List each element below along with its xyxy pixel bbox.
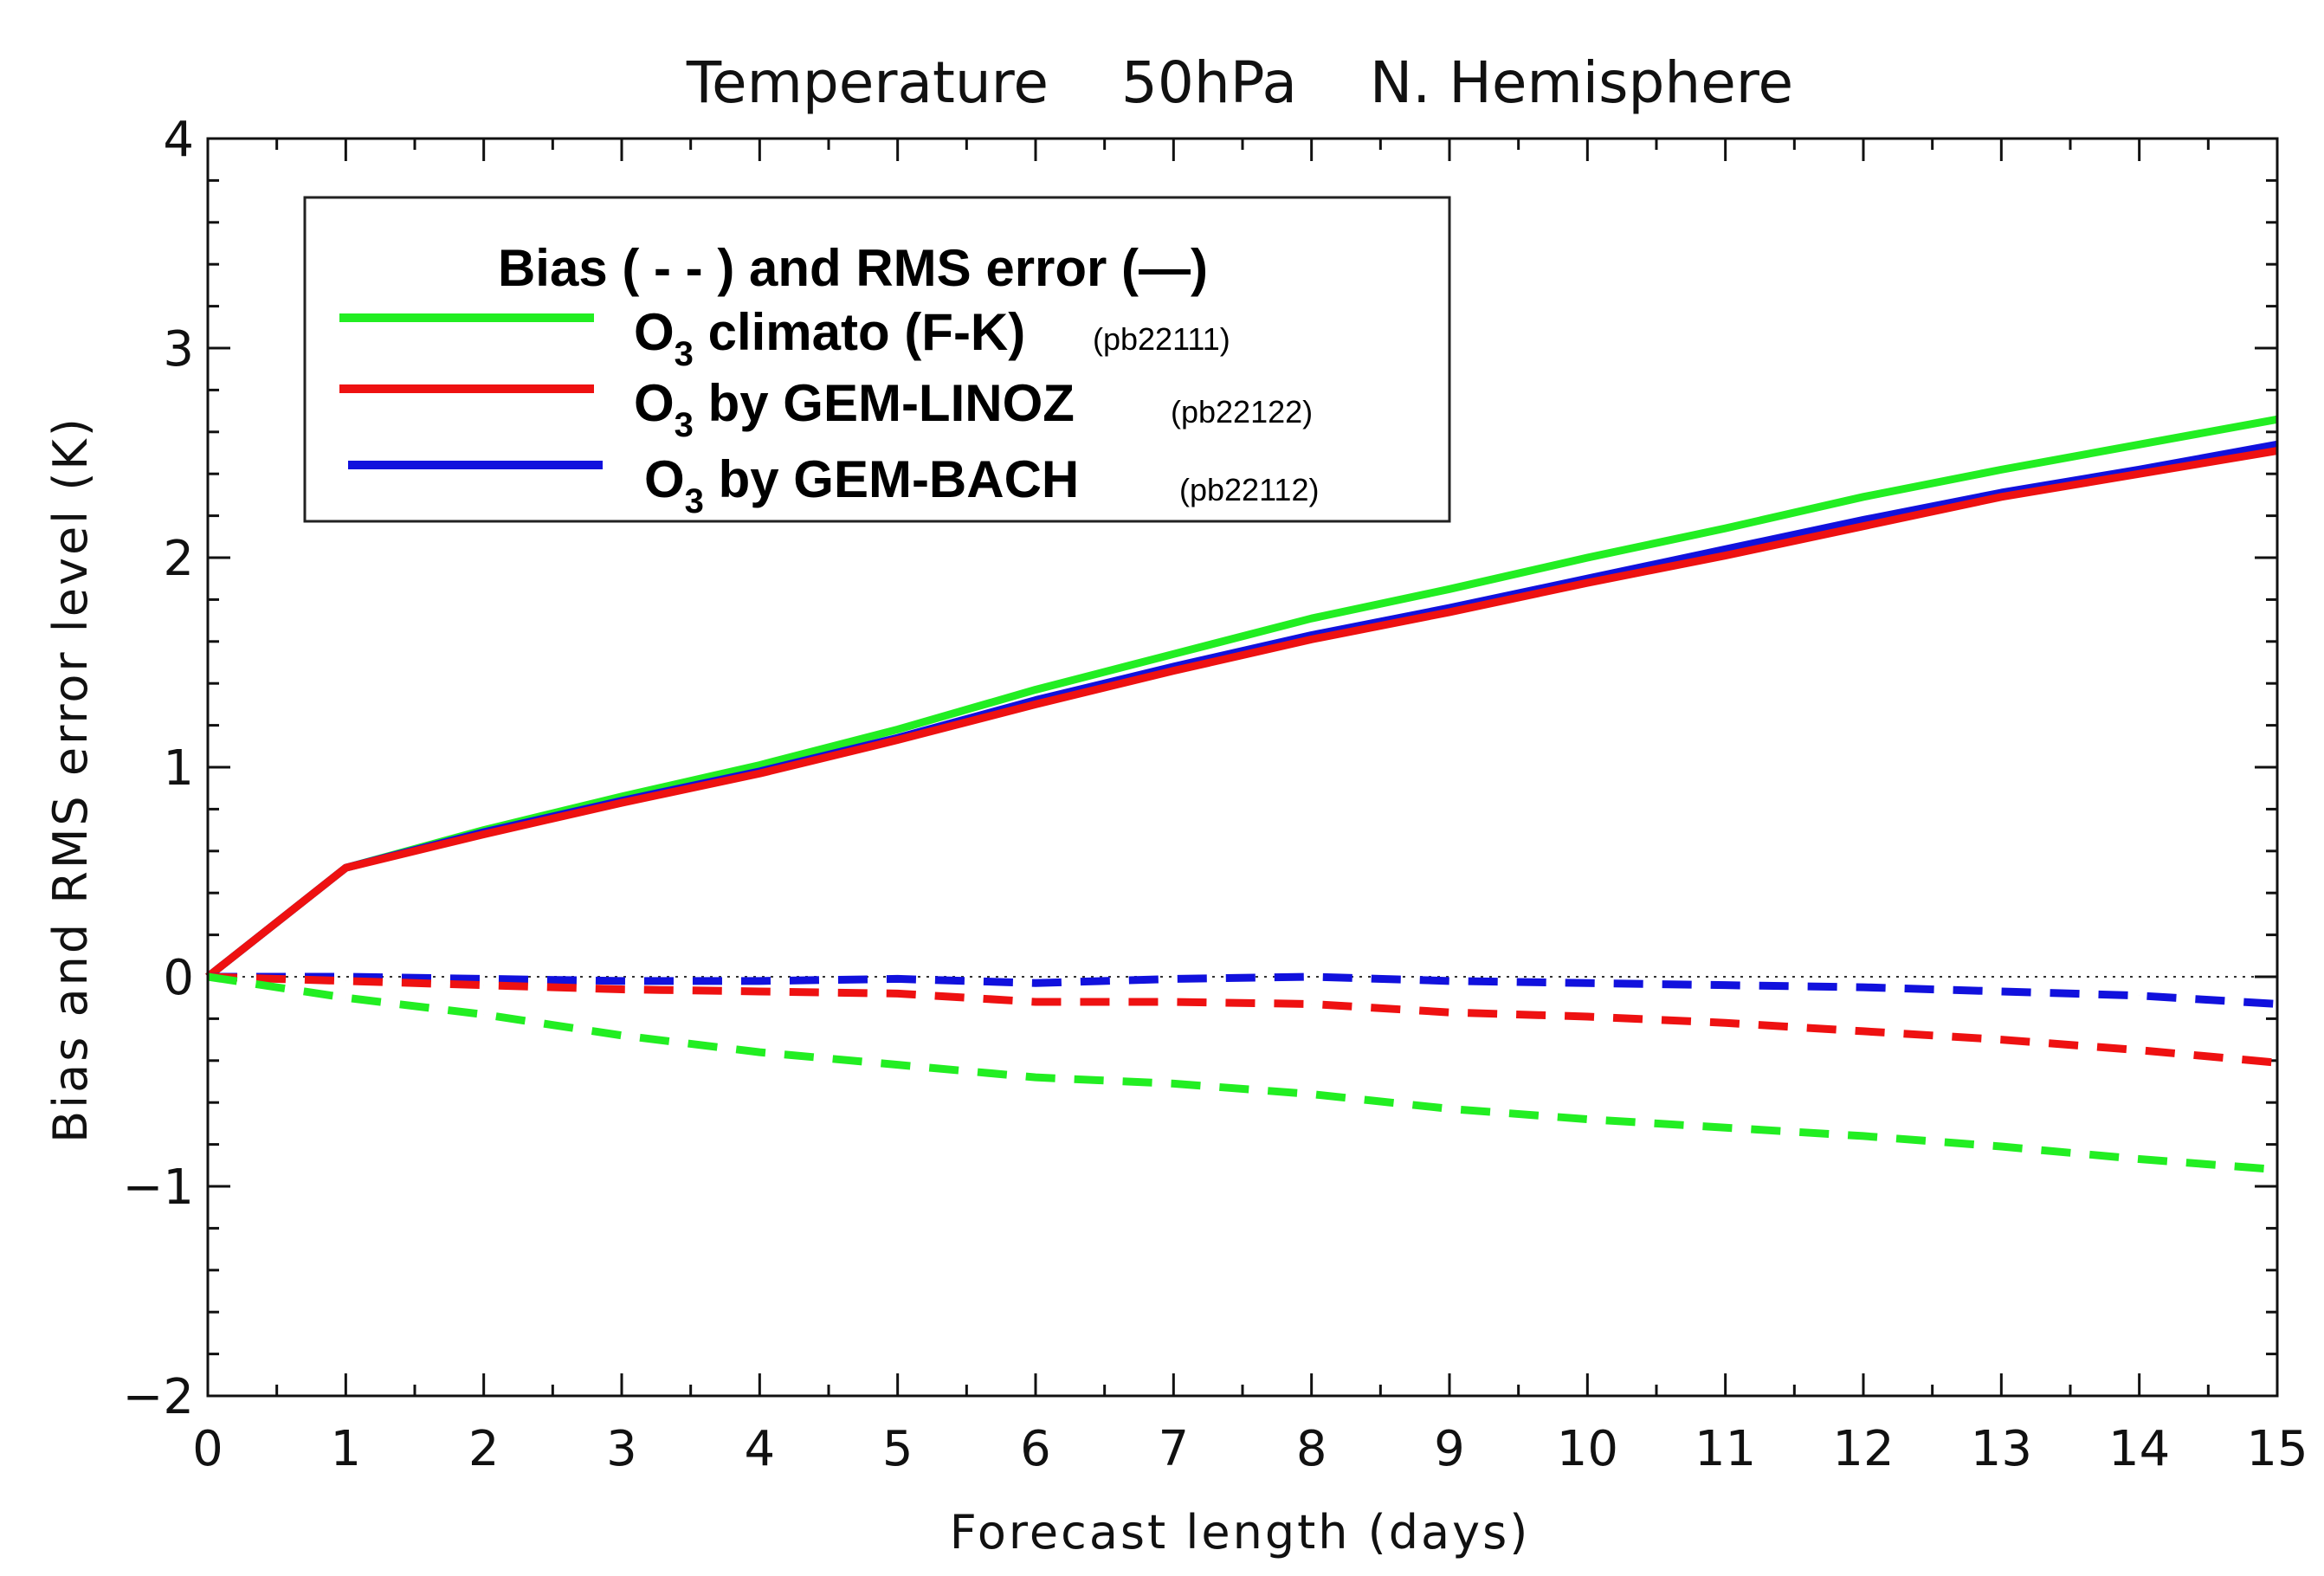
legend-entry-subscript: 3 (675, 335, 694, 373)
legend-entry-code-bach: (pb22112) (1179, 472, 1319, 507)
legend-title: Bias ( - - ) and RMS error (—) (498, 239, 1208, 297)
y-tick-label: 4 (163, 112, 194, 168)
x-tick-label: 2 (468, 1421, 500, 1477)
legend-entry-label: by GEM-BACH (704, 450, 1079, 508)
legend-entry-subscript: 3 (675, 406, 694, 444)
x-tick-label: 4 (745, 1421, 776, 1477)
y-tick-label: 2 (163, 531, 194, 587)
x-tick-label: 11 (1695, 1421, 1756, 1477)
legend-entry-bach: O3 by GEM-BACH (644, 450, 1079, 520)
plot-frame (206, 137, 2279, 1398)
series-line-4 (207, 972, 2278, 1067)
x-tick-label: 13 (1971, 1421, 2032, 1477)
x-tick-labels: 0 1 2 3 4 5 6 7 8 9 10 11 12 13 14 15 (192, 1421, 2308, 1477)
x-axis-label: Forecast length (days) (950, 1505, 1531, 1560)
legend-entry-code-climato: (pb22111) (1093, 321, 1230, 357)
legend-entry-climato: O3 climato (F-K) (634, 303, 1025, 373)
series-line-3 (208, 972, 2278, 1008)
y-tick-label: 0 (163, 950, 194, 1006)
y-tick-label: 1 (163, 740, 194, 797)
y-tick-labels: −2 −1 0 1 2 3 4 (122, 112, 194, 1425)
y-axis-label: Bias and RMS error level (K) (43, 416, 98, 1143)
legend-entry-label: by GEM-LINOZ (694, 374, 1075, 432)
x-tick-label: 5 (882, 1421, 913, 1477)
x-tick-label: 8 (1296, 1421, 1327, 1477)
legend-entry-label: climato (F-K) (694, 303, 1025, 361)
legend-entry-code-linoz: (pb22122) (1171, 394, 1313, 430)
x-tick-label: 6 (1020, 1421, 1051, 1477)
x-tick-label: 0 (192, 1421, 223, 1477)
series-layer (205, 415, 2278, 1174)
chart-title: Temperature 50hPa N. Hemisphere (686, 49, 1793, 116)
legend-entry-prefix: O (634, 374, 675, 432)
y-tick-label: 3 (163, 321, 194, 378)
y-tick-label: −2 (122, 1369, 194, 1425)
x-tick-label: 12 (1832, 1421, 1894, 1477)
legend-entry-prefix: O (634, 303, 675, 361)
series-line-5 (207, 972, 2278, 1174)
series-line-1 (205, 440, 2278, 980)
legend-entry-prefix: O (644, 450, 685, 508)
x-tick-label: 15 (2246, 1421, 2308, 1477)
x-tick-label: 7 (1159, 1421, 1190, 1477)
series-line-2 (205, 447, 2278, 980)
x-tick-label: 3 (606, 1421, 637, 1477)
x-tick-label: 10 (1557, 1421, 1618, 1477)
x-tick-label: 14 (2108, 1421, 2170, 1477)
legend: Bias ( - - ) and RMS error (—) O3 climat… (303, 196, 1451, 523)
x-tick-label: 1 (331, 1421, 362, 1477)
x-tick-label: 9 (1434, 1421, 1465, 1477)
legend-entry-linoz: O3 by GEM-LINOZ (634, 374, 1075, 444)
y-tick-label: −1 (122, 1159, 194, 1216)
legend-entry-subscript: 3 (685, 482, 704, 520)
